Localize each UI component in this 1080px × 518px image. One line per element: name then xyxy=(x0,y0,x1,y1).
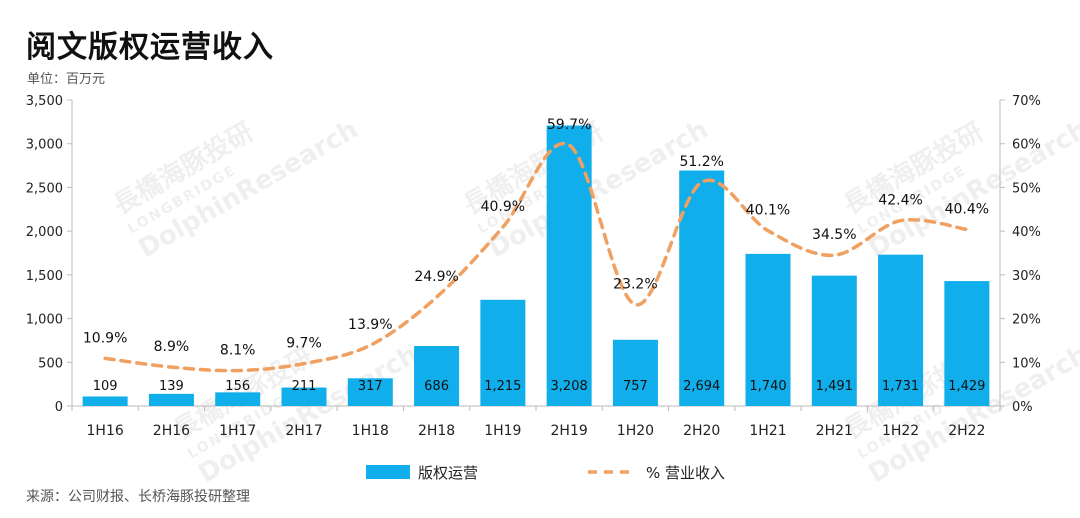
category-label: 2H20 xyxy=(683,423,720,439)
legend-bar-label: 版权运营 xyxy=(418,464,478,482)
bar-value-label: 1,740 xyxy=(749,379,786,394)
line-value-label: 24.9% xyxy=(414,269,458,285)
bar-value-label: 1,429 xyxy=(948,379,985,394)
left-tick-label: 3,000 xyxy=(26,138,63,153)
bar xyxy=(878,254,924,406)
bar-value-label: 109 xyxy=(93,379,118,394)
left-tick-label: 1,000 xyxy=(26,313,63,328)
category-label: 1H21 xyxy=(749,423,786,439)
category-label: 1H20 xyxy=(617,423,654,439)
line-value-label: 40.1% xyxy=(746,203,790,219)
bar xyxy=(679,170,725,406)
line-value-label: 13.9% xyxy=(348,317,392,333)
bar xyxy=(811,275,857,406)
line-value-label: 34.5% xyxy=(812,227,856,243)
bar-series xyxy=(82,125,990,406)
right-tick-label: 60% xyxy=(1012,138,1041,153)
bar xyxy=(215,392,261,406)
line-value-label: 8.1% xyxy=(220,343,256,359)
bar-value-label: 1,491 xyxy=(816,379,853,394)
bar xyxy=(347,378,393,406)
line-value-label: 8.9% xyxy=(154,339,190,355)
category-label: 1H18 xyxy=(352,423,389,439)
category-label: 1H17 xyxy=(219,423,256,439)
bar-value-label: 156 xyxy=(225,379,250,394)
left-tick-label: 500 xyxy=(38,356,63,371)
line-value-label: 23.2% xyxy=(613,277,657,293)
line-value-label: 51.2% xyxy=(679,154,723,170)
bar xyxy=(281,387,327,406)
chart-title: 阅文版权运营收入 xyxy=(26,30,274,65)
bar-value-label: 317 xyxy=(358,379,383,394)
data-labels: 109 139 156 211 317 686 1,215 3,208 757 2,694 1,74… xyxy=(83,117,989,394)
bar xyxy=(745,253,791,406)
right-tick-label: 70% xyxy=(1012,94,1041,109)
bar xyxy=(612,339,658,406)
right-tick-label: 30% xyxy=(1012,269,1041,284)
axes: 0 500 1,000 1,500 2,000 2,500 3,000 3,500 0% 10% 2… xyxy=(26,94,1041,439)
legend-line-label: % 营业收入 xyxy=(646,464,725,482)
bar xyxy=(944,281,990,406)
left-tick-label: 2,500 xyxy=(26,181,63,196)
line-value-label: 10.9% xyxy=(83,330,127,346)
legend: 版权运营 % 营业收入 xyxy=(366,464,725,482)
bar xyxy=(414,346,460,406)
bar-value-label: 1,215 xyxy=(484,379,521,394)
left-tick-label: 0 xyxy=(55,400,63,415)
unit-label: 单位：百万元 xyxy=(27,72,106,87)
line-value-label: 9.7% xyxy=(286,336,322,352)
bar xyxy=(480,299,526,406)
bar xyxy=(148,393,194,406)
line-value-label: 40.4% xyxy=(945,201,989,217)
left-tick-label: 3,500 xyxy=(26,94,63,109)
category-label: 1H16 xyxy=(87,423,124,439)
pct-line xyxy=(103,141,969,373)
category-label: 2H18 xyxy=(418,423,455,439)
category-label: 1H22 xyxy=(882,423,919,439)
bar-value-label: 3,208 xyxy=(551,379,588,394)
line-series xyxy=(103,141,969,373)
category-label: 2H17 xyxy=(285,423,322,439)
line-value-label: 59.7% xyxy=(547,117,591,133)
category-label: 1H19 xyxy=(484,423,521,439)
category-label: 2H16 xyxy=(153,423,190,439)
bar-value-label: 1,731 xyxy=(882,379,919,394)
bar-value-label: 211 xyxy=(292,379,317,394)
category-label: 2H19 xyxy=(551,423,588,439)
right-tick-label: 10% xyxy=(1012,356,1041,371)
bar-value-label: 139 xyxy=(159,379,184,394)
right-tick-label: 20% xyxy=(1012,313,1041,328)
bar-value-label: 757 xyxy=(623,379,648,394)
line-value-label: 42.4% xyxy=(878,193,922,209)
category-label: 2H21 xyxy=(816,423,853,439)
left-tick-label: 2,000 xyxy=(26,225,63,240)
left-tick-label: 1,500 xyxy=(26,269,63,284)
line-value-label: 40.9% xyxy=(481,199,525,215)
source-note: 来源：公司财报、长桥海豚投研整理 xyxy=(26,489,250,505)
bar xyxy=(82,396,128,406)
right-tick-label: 50% xyxy=(1012,181,1041,196)
bar-value-label: 686 xyxy=(424,379,449,394)
right-tick-label: 0% xyxy=(1012,400,1033,415)
legend-bar-swatch xyxy=(366,465,410,479)
right-tick-label: 40% xyxy=(1012,225,1041,240)
category-label: 2H22 xyxy=(948,423,985,439)
bar-value-label: 2,694 xyxy=(683,379,720,394)
bar xyxy=(546,125,592,406)
